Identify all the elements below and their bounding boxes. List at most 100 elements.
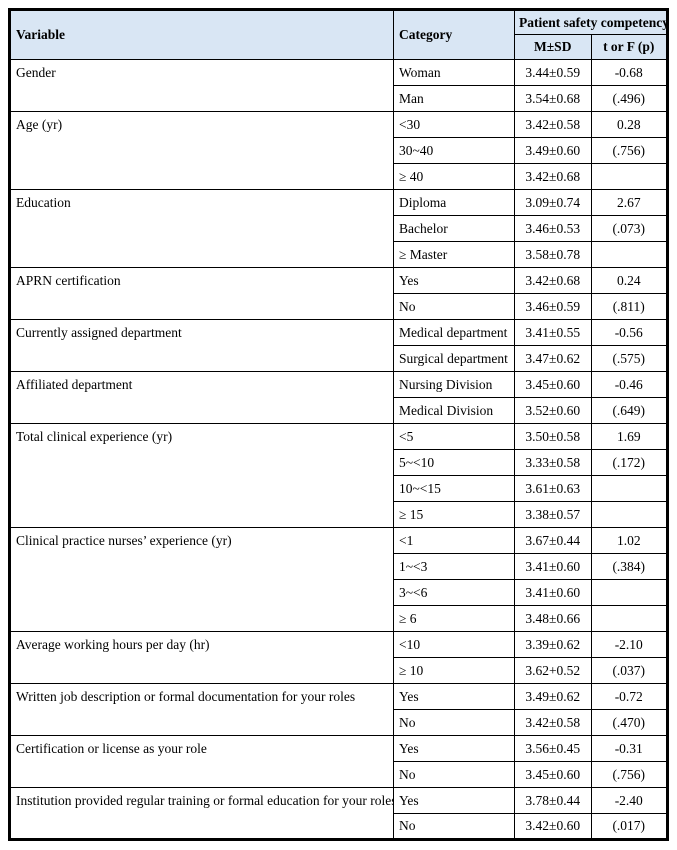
category-cell: 3~<6	[393, 579, 515, 606]
stat-cell: (.649)	[590, 397, 668, 424]
msd-cell: 3.41±0.60	[514, 553, 592, 580]
msd-cell: 3.49±0.62	[514, 683, 592, 710]
category-cell: Man	[393, 85, 515, 112]
table-row: ≥ 15 3.38±0.57	[10, 501, 668, 528]
category-cell: Bachelor	[393, 215, 515, 242]
table-row: Age (yr) <30 3.42±0.58 0.28	[9, 111, 668, 190]
table-row: No 3.42±0.60 (.017)	[10, 813, 668, 840]
table-row: No 3.46±0.59 (.811)	[10, 293, 668, 320]
table-row: 5~<10 3.33±0.58 (.172)	[10, 449, 668, 476]
table-row: 30~40 3.49±0.60 (.756)	[10, 137, 668, 164]
column-header-variable: Variable	[9, 9, 394, 60]
table-row: No 3.42±0.58 (.470)	[10, 709, 668, 736]
category-cell: <1	[393, 527, 515, 554]
category-cell: Yes	[393, 267, 515, 294]
stat-cell: (.575)	[590, 345, 668, 372]
variable-cell: Certification or license as your role	[9, 735, 394, 788]
msd-cell: 3.42±0.58	[514, 111, 592, 138]
variable-cell: Average working hours per day (hr)	[9, 631, 394, 684]
stat-cell: (.384)	[590, 553, 668, 580]
msd-cell: 3.09±0.74	[514, 189, 592, 216]
msd-cell: 3.58±0.78	[514, 241, 592, 268]
category-cell: ≥ 6	[393, 605, 515, 632]
stat-cell: (.172)	[590, 449, 668, 476]
table-row: Certification or license as your role Ye…	[9, 735, 668, 788]
category-cell: No	[393, 709, 515, 736]
msd-cell: 3.44±0.59	[514, 59, 592, 86]
variable-cell: Affiliated department	[9, 371, 394, 424]
category-cell: <30	[393, 111, 515, 138]
msd-cell: 3.46±0.53	[514, 215, 592, 242]
category-cell: Surgical department	[393, 345, 515, 372]
variable-cell: APRN certification	[9, 267, 394, 320]
variable-cell: Education	[9, 189, 394, 268]
stat-cell	[590, 579, 668, 606]
category-cell: Yes	[393, 683, 515, 710]
msd-cell: 3.41±0.55	[514, 319, 592, 346]
stat-cell: (.756)	[590, 761, 668, 788]
table-row: ≥ 6 3.48±0.66	[10, 605, 668, 632]
stat-cell	[590, 501, 668, 528]
table-header: Variable Category Patient safety compete…	[9, 9, 668, 60]
statistics-table: Variable Category Patient safety compete…	[8, 8, 669, 841]
table-row: 1~<3 3.41±0.60 (.384)	[10, 553, 668, 580]
table-row: Education Diploma 3.09±0.74 2.67	[9, 189, 668, 268]
category-cell: ≥ 40	[393, 163, 515, 190]
category-cell: Yes	[393, 787, 515, 814]
msd-cell: 3.33±0.58	[514, 449, 592, 476]
category-cell: No	[393, 813, 515, 840]
stat-cell	[590, 241, 668, 268]
header-row-1: Variable Category Patient safety compete…	[9, 9, 668, 60]
variable-cell: Currently assigned department	[9, 319, 394, 372]
msd-cell: 3.62+0.52	[514, 657, 592, 684]
msd-cell: 3.52±0.60	[514, 397, 592, 424]
stat-cell: -0.31	[590, 735, 668, 762]
table-row: Currently assigned department Medical de…	[9, 319, 668, 372]
msd-cell: 3.56±0.45	[514, 735, 592, 762]
category-cell: Medical department	[393, 319, 515, 346]
table-row: Bachelor 3.46±0.53 (.073)	[10, 215, 668, 242]
category-cell: 1~<3	[393, 553, 515, 580]
msd-cell: 3.67±0.44	[514, 527, 592, 554]
table-row: Clinical practice nurses’ experience (yr…	[9, 527, 668, 632]
msd-cell: 3.42±0.58	[514, 709, 592, 736]
table-row: Average working hours per day (hr) <10 3…	[9, 631, 668, 684]
msd-cell: 3.49±0.60	[514, 137, 592, 164]
variable-cell: Age (yr)	[9, 111, 394, 190]
stat-cell: -0.56	[590, 319, 668, 346]
variable-cell: Written job description or formal docume…	[9, 683, 394, 736]
category-cell: <5	[393, 423, 515, 450]
table-row: Affiliated department Nursing Division 3…	[9, 371, 668, 424]
msd-cell: 3.38±0.57	[514, 501, 592, 528]
stat-cell: 2.67	[590, 189, 668, 216]
column-header-category: Category	[393, 9, 515, 60]
category-cell: <10	[393, 631, 515, 658]
category-cell: Yes	[393, 735, 515, 762]
stat-cell	[590, 605, 668, 632]
table-row: Man 3.54±0.68 (.496)	[10, 85, 668, 112]
table-row: ≥ Master 3.58±0.78	[10, 241, 668, 268]
category-cell: Diploma	[393, 189, 515, 216]
stat-cell: (.496)	[590, 85, 668, 112]
msd-cell: 3.41±0.60	[514, 579, 592, 606]
stat-cell: -2.10	[590, 631, 668, 658]
stat-cell: -2.40	[590, 787, 668, 814]
table-row: APRN certification Yes 3.42±0.68 0.24	[9, 267, 668, 320]
stat-cell: (.756)	[590, 137, 668, 164]
header-row-2: M±SD t or F (p)	[10, 34, 668, 60]
msd-cell: 3.48±0.66	[514, 605, 592, 632]
category-cell: No	[393, 293, 515, 320]
msd-cell: 3.42±0.68	[514, 267, 592, 294]
stat-cell	[590, 163, 668, 190]
column-header-msd: M±SD	[514, 34, 592, 60]
msd-cell: 3.39±0.62	[514, 631, 592, 658]
category-cell: 5~<10	[393, 449, 515, 476]
stat-cell: 1.69	[590, 423, 668, 450]
stat-cell: (.811)	[590, 293, 668, 320]
table-row: Written job description or formal docume…	[9, 683, 668, 736]
stat-cell: (.037)	[590, 657, 668, 684]
column-header-group: Patient safety competency	[514, 9, 668, 35]
msd-cell: 3.45±0.60	[514, 761, 592, 788]
msd-cell: 3.54±0.68	[514, 85, 592, 112]
stat-cell: 0.24	[590, 267, 668, 294]
